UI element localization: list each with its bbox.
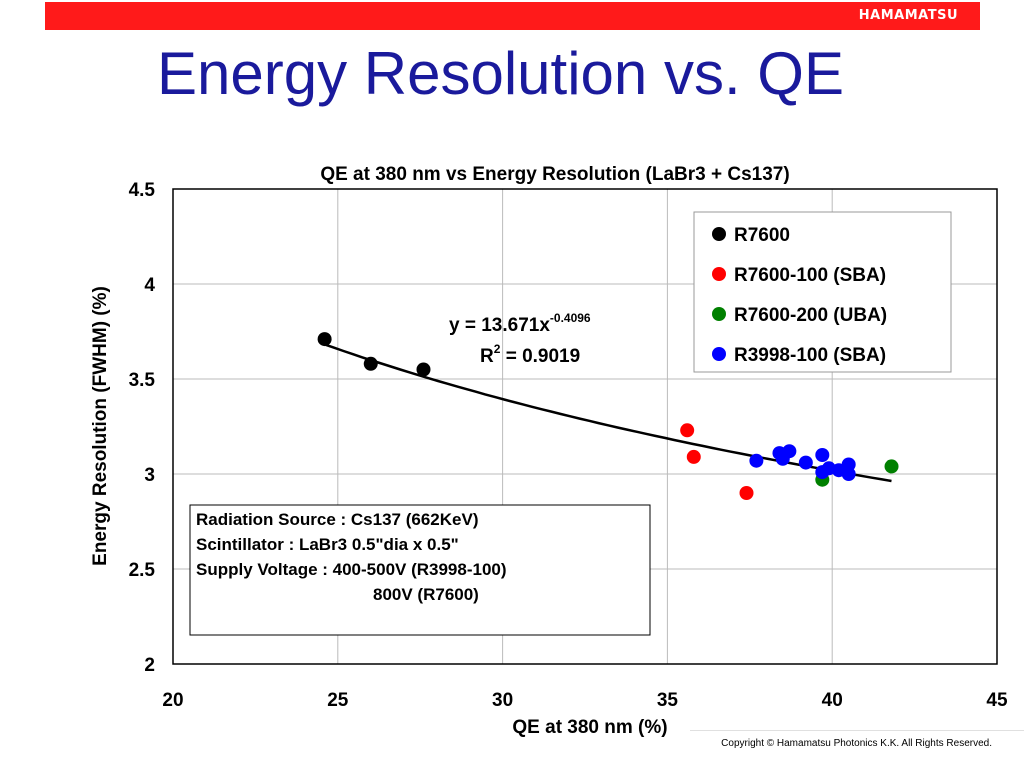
- legend-label: R7600-200 (UBA): [734, 305, 887, 326]
- chart-title: QE at 380 nm vs Energy Resolution (LaBr3…: [320, 164, 789, 185]
- data-points: [317, 332, 899, 500]
- annotation-line-scintillator: Scintillator : LaBr3 0.5"dia x 0.5": [196, 535, 459, 554]
- y-tick-label: 3.5: [129, 370, 156, 391]
- data-point: [841, 467, 856, 481]
- annotation-border: [189, 504, 651, 636]
- data-point: [363, 356, 378, 371]
- data-point: [686, 449, 701, 464]
- annotation-line-source: Radiation Source : Cs137 (662KeV): [196, 510, 478, 529]
- y-tick-label: 2: [144, 655, 155, 676]
- annotation-line-voltage-r7600: 800V (R7600): [373, 585, 479, 604]
- legend-marker: [712, 267, 726, 281]
- data-point: [739, 486, 754, 500]
- trendline-equation: y = 13.671x-0.4096: [449, 311, 591, 336]
- legend-marker: [712, 227, 726, 241]
- data-point: [884, 459, 899, 474]
- footer-divider: [690, 730, 1024, 731]
- header-bar: HAMAMATSU: [45, 2, 980, 30]
- data-point: [416, 362, 431, 377]
- x-axis-ticks: 20 25 30 35 40 45: [162, 690, 1008, 711]
- y-tick-label: 2.5: [129, 560, 156, 581]
- legend-label: R7600-100 (SBA): [734, 265, 886, 286]
- legend-label: R3998-100 (SBA): [734, 345, 886, 366]
- legend-box: [693, 211, 952, 373]
- hamamatsu-logo: HAMAMATSU: [858, 8, 958, 23]
- x-axis-label: QE at 380 nm (%): [512, 717, 667, 738]
- x-tick-label: 45: [986, 690, 1008, 711]
- slide-title: Energy Resolution vs. QE: [157, 40, 844, 107]
- x-tick-label: 20: [162, 690, 183, 711]
- data-point: [782, 444, 797, 459]
- data-point: [749, 453, 764, 468]
- data-point: [815, 448, 830, 462]
- x-tick-label: 40: [822, 690, 843, 711]
- y-axis-label: Energy Resolution (FWHM) (%): [90, 286, 111, 566]
- y-tick-label: 4: [144, 275, 155, 296]
- x-tick-label: 25: [327, 690, 349, 711]
- y-axis-ticks: 2 2.5 3 3.5 4 4.5: [129, 180, 156, 676]
- data-point: [317, 332, 332, 347]
- legend-marker: [712, 347, 726, 361]
- plot-area-border: [172, 188, 998, 665]
- data-point: [798, 455, 813, 470]
- y-tick-label: 3: [144, 465, 155, 486]
- legend-marker: [712, 307, 726, 321]
- annotation-line-voltage: Supply Voltage : 400-500V (R3998-100): [196, 560, 507, 579]
- x-tick-label: 30: [492, 690, 513, 711]
- x-tick-label: 35: [657, 690, 679, 711]
- power-trendline: [324, 343, 892, 483]
- legend-label: R7600: [734, 225, 790, 246]
- trendline-r2: R2 = 0.9019: [480, 342, 580, 367]
- legend: R7600 R7600-100 (SBA) R7600-200 (UBA) R3998…: [693, 211, 952, 373]
- y-tick-label: 4.5: [129, 180, 156, 201]
- copyright-notice: Copyright © Hamamatsu Photonics K.K. All…: [721, 738, 992, 749]
- data-point: [680, 423, 695, 438]
- annotation-box: Radiation Source : Cs137 (662KeV) Scinti…: [189, 504, 651, 636]
